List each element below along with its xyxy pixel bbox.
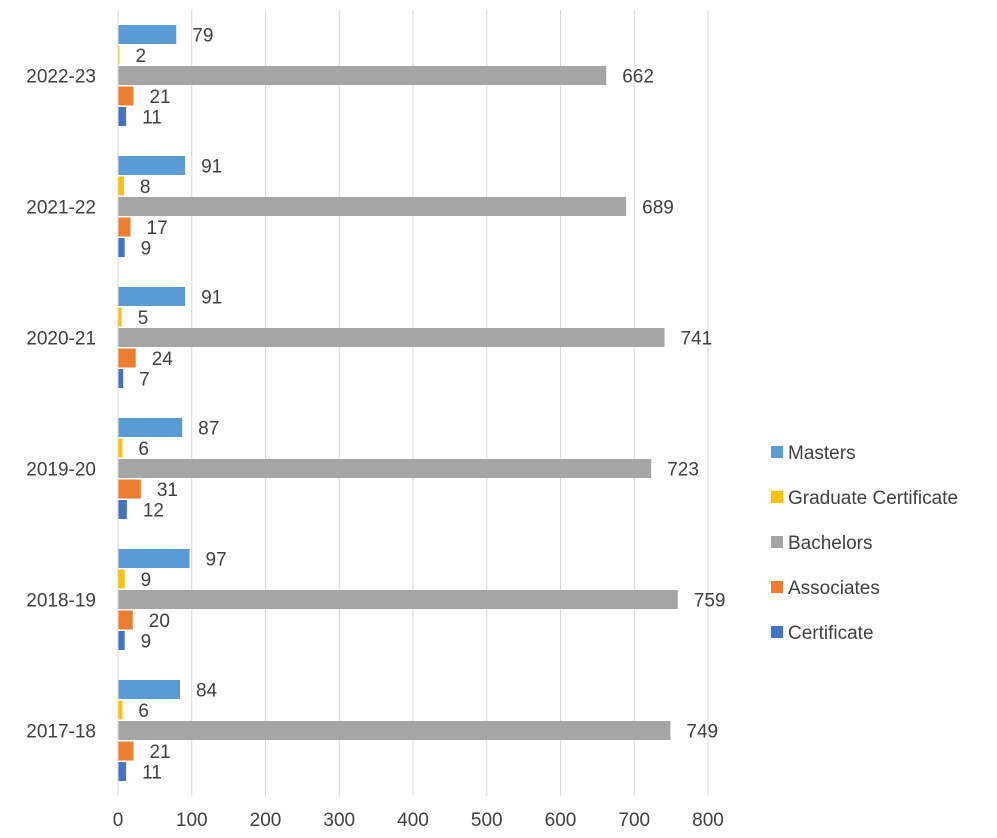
x-tick-label: 700 — [618, 810, 650, 831]
legend-label: Masters — [788, 443, 856, 464]
data-label: 749 — [686, 722, 718, 743]
bar-graduate-certificate — [118, 438, 123, 458]
bar-associates — [118, 479, 141, 499]
legend-swatch — [771, 626, 783, 638]
x-tick-label: 500 — [471, 810, 503, 831]
data-label: 662 — [622, 67, 654, 88]
bar-bachelors — [118, 590, 678, 609]
bar-bachelors — [118, 721, 671, 740]
data-label: 91 — [201, 157, 222, 178]
data-label: 97 — [206, 550, 227, 571]
data-label: 12 — [143, 501, 164, 522]
gridlines — [117, 10, 709, 796]
bar-graduate-certificate — [118, 307, 122, 327]
category-label: 2022-23 — [26, 67, 96, 88]
data-label: 9 — [141, 570, 152, 591]
category-label: 2017-18 — [26, 722, 96, 743]
bar-masters — [118, 680, 180, 699]
data-label: 723 — [667, 460, 699, 481]
x-tick-label: 100 — [176, 810, 208, 831]
data-label: 17 — [147, 218, 168, 239]
legend-item: Associates — [771, 578, 880, 599]
bar-graduate-certificate — [118, 700, 123, 720]
bar-masters — [118, 156, 186, 175]
bar-graduate-certificate — [118, 45, 120, 65]
legend-swatch — [771, 536, 783, 548]
axes: 0 100 200 300 400 500 600 700 800 2017-18 2018-19 2… — [26, 10, 724, 831]
bar-certificate — [118, 238, 125, 257]
bar-masters — [118, 418, 183, 437]
data-label: 11 — [142, 763, 162, 784]
legend-item: Masters — [771, 443, 856, 464]
data-label: 2 — [135, 46, 146, 67]
data-label: 11 — [142, 108, 162, 129]
bar-associates — [118, 348, 136, 368]
data-label: 21 — [149, 87, 170, 108]
legend-item: Graduate Certificate — [771, 488, 958, 509]
bar-certificate — [118, 107, 127, 126]
x-tick-label: 0 — [113, 810, 124, 831]
legend-item: Certificate — [771, 623, 874, 644]
data-label: 7 — [139, 370, 150, 391]
x-tick-label: 800 — [692, 810, 724, 831]
bar-associates — [118, 86, 134, 106]
legend-label: Associates — [788, 578, 880, 599]
bar-masters — [118, 287, 186, 306]
data-label: 87 — [198, 419, 219, 440]
bars — [118, 25, 678, 781]
bar-graduate-certificate — [118, 569, 125, 589]
legend-swatch — [771, 581, 783, 593]
legend-swatch — [771, 491, 783, 503]
bar-certificate — [118, 500, 127, 519]
data-label: 91 — [201, 288, 222, 309]
bar-certificate — [118, 631, 125, 650]
legend-label: Bachelors — [788, 533, 873, 554]
bar-bachelors — [118, 66, 607, 85]
data-label: 9 — [141, 239, 152, 260]
category-label: 2021-22 — [26, 198, 96, 219]
data-label: 6 — [138, 701, 149, 722]
data-label: 759 — [694, 591, 726, 612]
bar-bachelors — [118, 328, 665, 347]
data-label: 5 — [138, 308, 149, 329]
legend-label: Certificate — [788, 623, 874, 644]
bar-masters — [118, 549, 190, 568]
x-tick-label: 300 — [323, 810, 355, 831]
data-label: 8 — [140, 177, 151, 198]
bar-associates — [118, 217, 131, 237]
legend: Masters Graduate Certificate Bachelors Asso… — [771, 443, 958, 644]
legend-swatch — [771, 446, 783, 458]
category-label: 2019-20 — [26, 460, 96, 481]
legend-item: Bachelors — [771, 533, 873, 554]
data-label: 84 — [196, 681, 218, 702]
data-label: 24 — [152, 349, 174, 370]
bar-graduate-certificate — [118, 176, 124, 196]
bar-bachelors — [118, 459, 652, 478]
data-label: 741 — [680, 329, 712, 350]
data-label: 21 — [149, 742, 170, 763]
data-label: 31 — [157, 480, 178, 501]
bar-bachelors — [118, 197, 627, 216]
x-tick-label: 400 — [397, 810, 429, 831]
data-label: 9 — [141, 632, 152, 653]
bar-certificate — [118, 762, 127, 781]
bar-associates — [118, 741, 134, 761]
data-label: 20 — [149, 611, 170, 632]
data-label: 6 — [138, 439, 149, 460]
legend-label: Graduate Certificate — [788, 488, 958, 509]
x-tick-label: 600 — [545, 810, 577, 831]
bar-masters — [118, 25, 177, 44]
category-label: 2020-21 — [26, 329, 96, 350]
bar-certificate — [118, 369, 124, 388]
data-labels: 1121749684920759997123172368772474159191… — [135, 26, 725, 784]
bar-associates — [118, 610, 133, 630]
data-label: 79 — [192, 26, 213, 47]
x-tick-label: 200 — [250, 810, 282, 831]
data-label: 689 — [642, 198, 674, 219]
category-label: 2018-19 — [26, 591, 96, 612]
